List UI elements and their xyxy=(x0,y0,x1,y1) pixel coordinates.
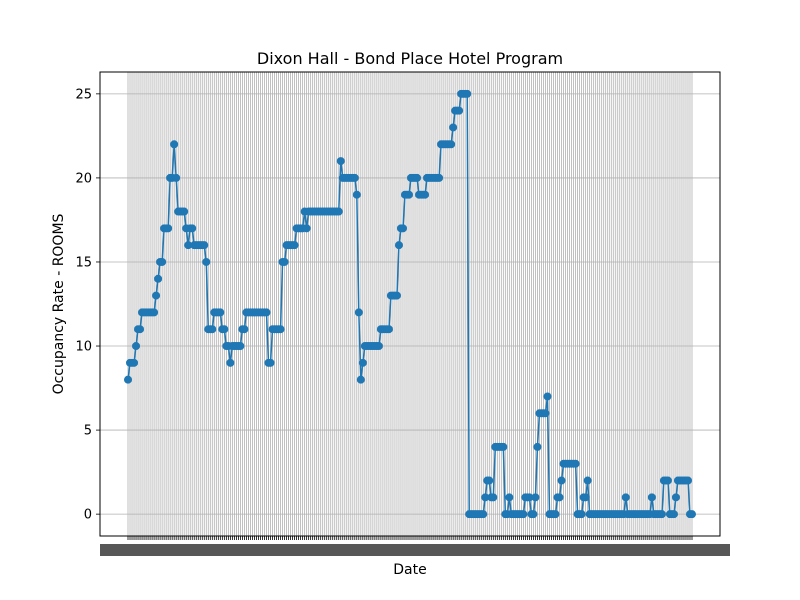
data-point xyxy=(334,207,343,216)
data-point xyxy=(374,342,383,351)
data-point xyxy=(184,241,193,250)
data-point xyxy=(394,241,403,250)
data-point xyxy=(180,207,189,216)
data-point xyxy=(663,476,672,485)
data-point xyxy=(531,493,540,502)
data-point xyxy=(336,157,345,166)
data-point xyxy=(280,257,289,266)
plot-area xyxy=(100,72,720,536)
data-point xyxy=(392,291,401,300)
x-gridlines xyxy=(127,72,693,536)
data-point xyxy=(290,241,299,250)
data-point xyxy=(583,476,592,485)
data-point xyxy=(669,510,678,519)
data-point xyxy=(266,358,275,367)
data-point xyxy=(302,224,311,233)
y-tick-label: 20 xyxy=(75,171,92,186)
data-point xyxy=(136,325,145,334)
data-point xyxy=(577,510,586,519)
data-point xyxy=(132,342,141,351)
data-point xyxy=(413,173,422,182)
data-point xyxy=(404,190,413,199)
data-point xyxy=(489,493,498,502)
data-point xyxy=(533,442,542,451)
data-point xyxy=(350,173,359,182)
data-point xyxy=(164,224,173,233)
y-tick-label: 5 xyxy=(84,424,92,439)
chart-title: Dixon Hall - Bond Place Hotel Program xyxy=(257,49,563,68)
data-point xyxy=(463,89,472,98)
data-point xyxy=(551,510,560,519)
data-point xyxy=(130,358,139,367)
plot-frame xyxy=(99,71,721,537)
data-point xyxy=(226,358,235,367)
data-point xyxy=(499,442,508,451)
data-point xyxy=(398,224,407,233)
data-point xyxy=(172,173,181,182)
data-point xyxy=(555,493,564,502)
y-tick-label: 15 xyxy=(75,255,92,270)
data-point xyxy=(683,476,692,485)
data-point xyxy=(671,493,680,502)
data-point xyxy=(158,257,167,266)
data-point xyxy=(220,325,229,334)
y-tick-label: 10 xyxy=(75,340,92,355)
data-point xyxy=(543,392,552,401)
data-point xyxy=(621,493,630,502)
y-tick-label: 25 xyxy=(75,87,92,102)
data-point xyxy=(485,476,494,485)
data-point xyxy=(571,459,580,468)
data-point xyxy=(384,325,393,334)
data-point xyxy=(152,291,161,300)
y-ticks: 0 5 10 15 20 25 xyxy=(75,87,100,523)
data-point xyxy=(435,173,444,182)
data-point xyxy=(154,274,163,283)
data-point xyxy=(479,510,488,519)
data-point xyxy=(216,308,225,317)
data-point xyxy=(202,257,211,266)
data-point xyxy=(557,476,566,485)
x-tick-labels-overlap xyxy=(100,544,730,556)
y-gridlines xyxy=(100,93,720,515)
data-point xyxy=(188,224,197,233)
x-axis-label: Date xyxy=(393,562,426,578)
data-point xyxy=(449,123,458,132)
data-point xyxy=(352,190,361,199)
data-point xyxy=(150,308,159,317)
data-point xyxy=(447,140,456,149)
y-tick-label: 0 xyxy=(84,508,92,523)
data-point xyxy=(688,510,696,519)
data-point xyxy=(358,358,367,367)
data-point xyxy=(525,493,534,502)
data-point xyxy=(581,493,590,502)
data-point xyxy=(657,510,666,519)
data-point xyxy=(421,190,430,199)
data-point xyxy=(647,493,656,502)
data-point xyxy=(170,140,179,149)
data-point xyxy=(529,510,538,519)
y-axis-label: Occupancy Rate - ROOMS xyxy=(51,213,67,394)
data-point xyxy=(505,493,514,502)
data-point xyxy=(124,375,132,384)
data-point xyxy=(356,375,365,384)
data-point xyxy=(455,106,464,115)
data-point xyxy=(262,308,271,317)
data-points xyxy=(124,89,696,519)
data-point xyxy=(200,241,209,250)
x-ticks xyxy=(100,536,730,556)
data-point xyxy=(519,510,528,519)
data-point xyxy=(354,308,363,317)
data-point xyxy=(481,493,490,502)
data-point xyxy=(276,325,285,334)
data-point xyxy=(208,325,217,334)
data-point xyxy=(541,409,550,418)
data-point xyxy=(236,342,245,351)
data-point xyxy=(240,325,249,334)
